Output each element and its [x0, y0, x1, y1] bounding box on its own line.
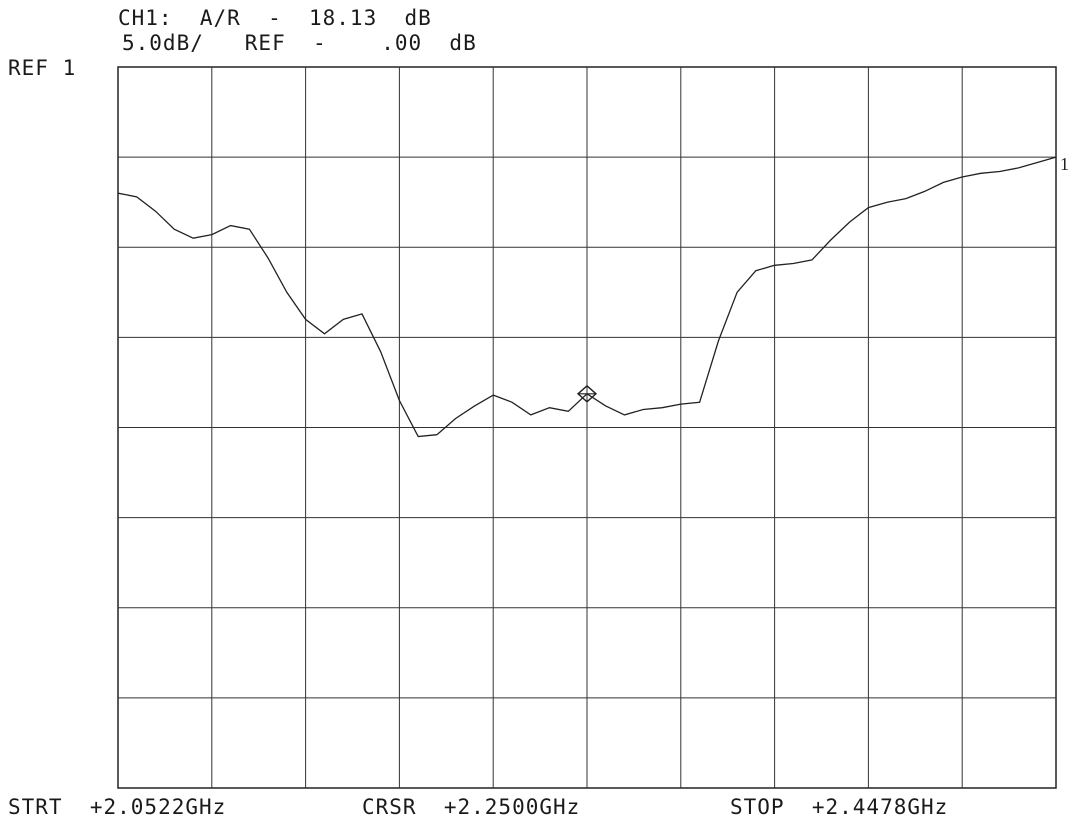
trace-end-label: 1	[1060, 154, 1069, 174]
cursor-marker	[576, 384, 598, 403]
cursor-diamond	[576, 384, 598, 403]
start-frequency: STRT +2.0522GHz	[8, 795, 227, 819]
scale-reference-readout: 5.0dB/ REF - .00 dB	[122, 31, 477, 55]
channel-readout: CH1: A/R - 18.13 dB	[118, 6, 432, 30]
reference-marker-label: REF 1	[8, 56, 77, 80]
grid	[118, 67, 1056, 788]
stop-frequency: STOP +2.4478GHz	[730, 795, 949, 819]
cursor-frequency: CRSR +2.2500GHz	[362, 795, 581, 819]
